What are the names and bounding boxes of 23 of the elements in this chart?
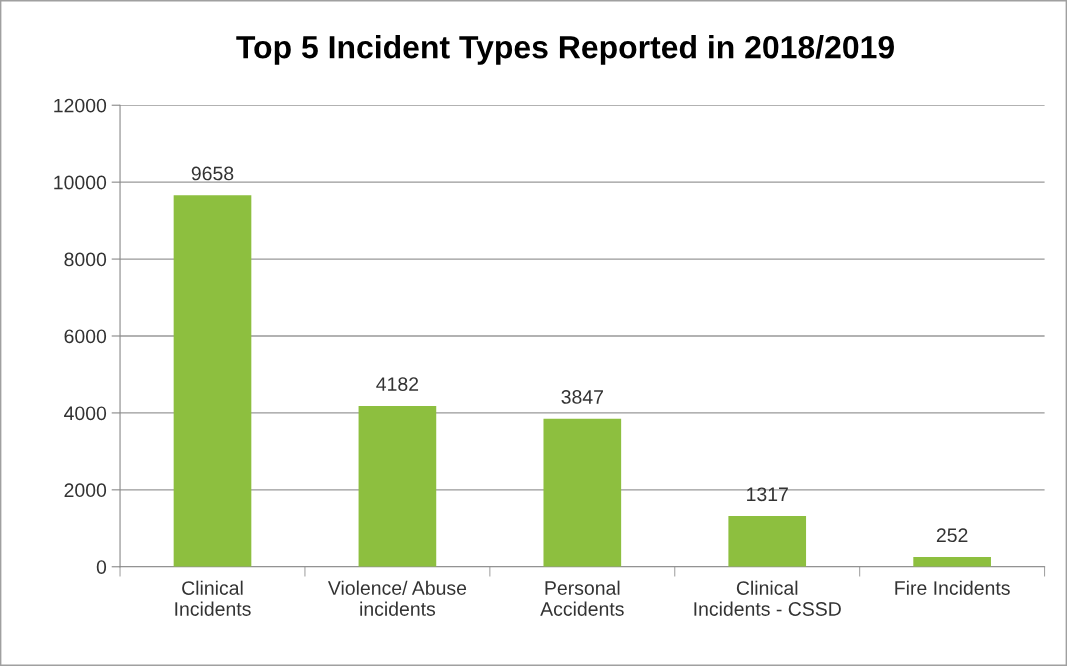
x-tick-label: Clinical Incidents - CSSD — [694, 580, 841, 616]
data-label: 3847 — [561, 390, 603, 404]
data-label: 9658 — [191, 166, 234, 181]
chart-title: Top 5 Incident Types Reported in 2018/2019 — [236, 35, 894, 65]
bar — [728, 516, 807, 567]
y-tick-label: 2000 — [64, 483, 107, 498]
bar — [543, 418, 622, 567]
bar — [358, 405, 437, 567]
x-tick-label: Personal Accidents — [540, 580, 624, 616]
x-tick-label: Clinical Incidents — [175, 580, 251, 616]
y-tick-label: 0 — [96, 560, 107, 574]
y-tick-label: 4000 — [64, 406, 107, 421]
x-tick-label: Fire Incidents — [895, 580, 1010, 595]
y-tick-label: 12000 — [54, 98, 107, 113]
data-label: 4182 — [376, 377, 419, 391]
x-tick-label: Violence/ Abuse incidents — [327, 580, 467, 616]
y-tick-label: 6000 — [64, 329, 107, 344]
y-tick-label: 8000 — [64, 252, 107, 267]
y-tick-label: 10000 — [54, 175, 107, 190]
bar — [173, 195, 252, 567]
data-label: 252 — [936, 528, 968, 543]
bar — [913, 557, 991, 567]
data-label: 1317 — [747, 487, 788, 502]
